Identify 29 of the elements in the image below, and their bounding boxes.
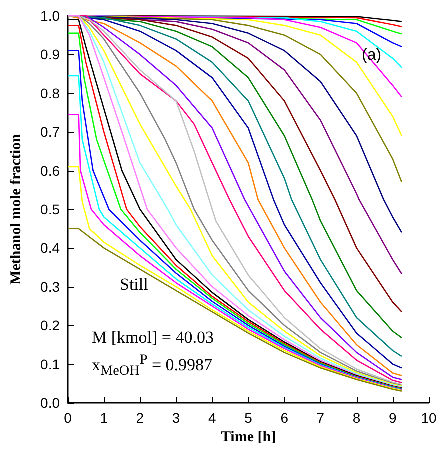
x-axis-title: Time [h] [220, 429, 276, 446]
x-tick-label: 1 [100, 410, 108, 426]
annotation: M [kmol] = 40.03 [92, 328, 214, 348]
x-tick-label: 6 [280, 410, 289, 426]
x-tick-label: 5 [244, 410, 253, 426]
line-series [67, 228, 403, 392]
x-tick-label: 2 [136, 410, 144, 426]
x-tick-label: 0 [64, 410, 72, 426]
y-tick-label: 0.2 [40, 318, 60, 334]
annotation: x$_{MeOH}$$^{P}$ = 0.9987 [92, 352, 213, 380]
y-tick-label: 0.6 [40, 162, 60, 179]
y-tick-label: 0.8 [40, 85, 60, 102]
x-tick-label: 9 [389, 410, 397, 426]
y-axis-title: Methanol mole fraction [8, 133, 24, 285]
y-tick-label: 0.3 [40, 278, 60, 295]
annotation: Still [120, 275, 148, 296]
y-tick-label: 0.5 [40, 202, 60, 218]
y-tick-label: 0.4 [40, 240, 60, 256]
x-tick-label: 3 [172, 410, 180, 426]
line-series [67, 166, 403, 392]
y-tick-label: 1.0 [40, 8, 60, 24]
y-tick-label: 0.7 [40, 124, 60, 140]
x-tick-label: 10 [421, 410, 437, 426]
y-tick-label: 0.0 [40, 395, 60, 411]
y-tick-label: 0.9 [40, 46, 60, 63]
x-tick-label: 7 [316, 410, 325, 426]
x-tick-label: 4 [208, 410, 216, 426]
y-tick-label: 0.1 [40, 356, 60, 372]
x-tick-label: 8 [352, 410, 361, 426]
